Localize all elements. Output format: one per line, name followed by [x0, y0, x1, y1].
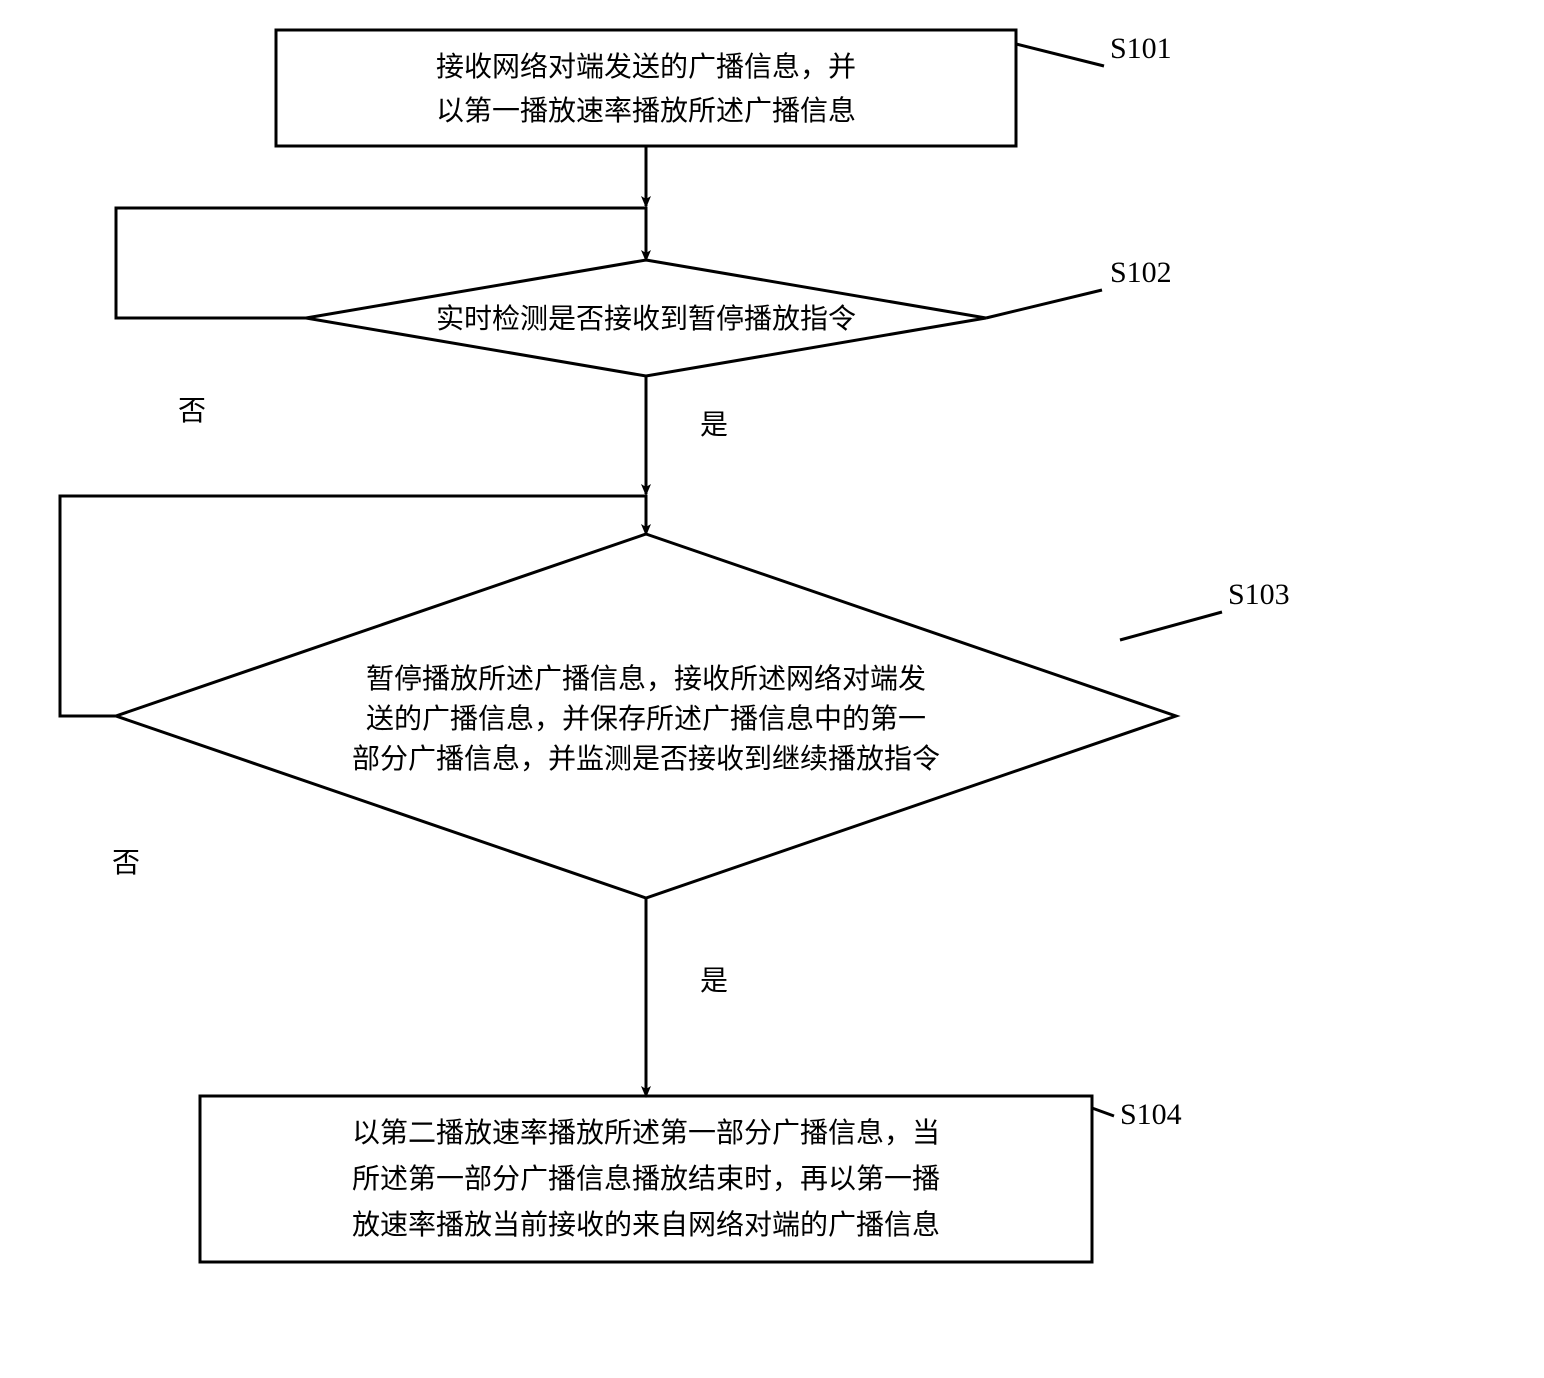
- step-s103: 暂停播放所述广播信息，接收所述网络对端发 送的广播信息，并保存所述广播信息中的第…: [116, 534, 1290, 898]
- step-s102-id: S102: [1110, 256, 1172, 289]
- edge-join2-to-s103: [314, 496, 646, 534]
- step-s101-line2: 以第一播放速率播放所述广播信息: [436, 95, 856, 127]
- flowchart-canvas: 接收网络对端发送的广播信息，并 以第一播放速率播放所述广播信息 S101 实时检…: [0, 0, 1544, 1378]
- step-s101-box: [276, 30, 1016, 146]
- label-yes-s102: 是: [700, 410, 728, 441]
- step-s101-leader: [1016, 44, 1104, 66]
- step-s102: 实时检测是否接收到暂停播放指令 S102: [306, 256, 1172, 376]
- step-s101-id: S101: [1110, 32, 1172, 65]
- step-s103-line1: 暂停播放所述广播信息，接收所述网络对端发: [366, 663, 926, 695]
- step-s102-line1: 实时检测是否接收到暂停播放指令: [436, 303, 856, 335]
- edge-s103-no-loop: [60, 496, 314, 716]
- step-s103-id: S103: [1228, 578, 1290, 611]
- step-s104-line1: 以第二播放速率播放所述第一部分广播信息，当: [352, 1117, 940, 1149]
- step-s103-line3: 部分广播信息，并监测是否接收到继续播放指令: [352, 743, 940, 775]
- label-no-s103: 否: [112, 848, 140, 879]
- step-s101-line1: 接收网络对端发送的广播信息，并: [436, 51, 856, 83]
- edge-s102-no-loop: [116, 208, 314, 318]
- step-s104-leader: [1092, 1108, 1114, 1116]
- step-s102-leader: [986, 290, 1102, 318]
- edges: [60, 146, 646, 1096]
- step-s104-id: S104: [1120, 1098, 1182, 1131]
- step-s104-line2: 所述第一部分广播信息播放结束时，再以第一播: [352, 1163, 940, 1195]
- step-s104-line3: 放速率播放当前接收的来自网络对端的广播信息: [352, 1209, 940, 1241]
- step-s104: 以第二播放速率播放所述第一部分广播信息，当 所述第一部分广播信息播放结束时，再以…: [200, 1096, 1182, 1262]
- step-s103-line2: 送的广播信息，并保存所述广播信息中的第一: [366, 703, 926, 735]
- step-s103-leader: [1120, 612, 1222, 640]
- label-no-s102: 否: [178, 396, 206, 427]
- step-s101: 接收网络对端发送的广播信息，并 以第一播放速率播放所述广播信息 S101: [276, 30, 1172, 146]
- label-yes-s103: 是: [700, 966, 728, 997]
- edge-join-to-s102: [314, 208, 646, 260]
